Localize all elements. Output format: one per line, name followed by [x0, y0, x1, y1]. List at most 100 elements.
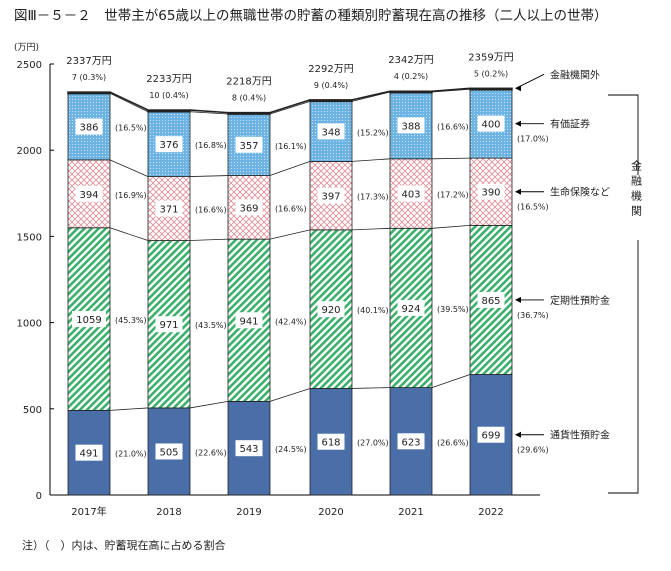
value-label: 400: [481, 120, 500, 131]
connector-line: [189, 111, 229, 115]
connector-line: [351, 90, 391, 101]
connector-line: [109, 91, 149, 111]
connector-line: [189, 400, 229, 409]
percent-label: (36.7%): [517, 311, 549, 320]
bar-segment: [469, 88, 513, 159]
connector-line: [189, 109, 229, 114]
value-label: 394: [79, 190, 98, 201]
value-label: 403: [401, 190, 420, 201]
bracket-label: 金融機関: [630, 159, 643, 220]
value-label-box: [397, 433, 425, 450]
value-label-box: [317, 123, 345, 140]
x-tick-label: 2018: [156, 507, 181, 518]
value-label: 376: [159, 140, 178, 151]
value-label-box: [155, 443, 183, 460]
y-tick-label: 2000: [17, 146, 42, 157]
value-label: 505: [159, 447, 178, 458]
value-label: 1059: [76, 315, 101, 326]
value-label-box: [317, 433, 345, 450]
percent-label: (27.0%): [357, 439, 389, 448]
percent-label: (40.1%): [357, 306, 389, 315]
connector-line: [269, 101, 311, 115]
value-label: 941: [239, 316, 258, 327]
percent-label: (16.9%): [115, 191, 147, 200]
value-label: 348: [321, 127, 340, 138]
connector-line: [351, 91, 391, 102]
x-tick-label: 2019: [236, 507, 261, 518]
arrowhead-icon: [515, 296, 521, 303]
percent-label: (42.4%): [275, 317, 307, 326]
value-label: 924: [401, 304, 420, 315]
value-label: 543: [239, 444, 258, 455]
y-tick-label: 500: [23, 405, 42, 416]
percent-label: (16.5%): [115, 124, 147, 133]
value-label: 699: [481, 431, 500, 442]
percent-label: (17.0%): [517, 135, 549, 144]
value-label-box: [477, 291, 505, 308]
x-tick-label: 2022: [478, 507, 503, 518]
percent-label: (24.5%): [275, 445, 307, 454]
percent-label: (17.2%): [437, 191, 469, 200]
value-label-box: [397, 185, 425, 202]
x-tick-label: 2020: [318, 507, 343, 518]
value-label: 623: [401, 437, 420, 448]
connector-line: [189, 175, 229, 177]
y-axis-unit: (万円): [14, 42, 39, 53]
value-label: 491: [79, 449, 98, 460]
total-label: 2292万円: [308, 64, 353, 75]
value-label-box: [75, 118, 103, 135]
percent-label: (16.1%): [275, 142, 307, 151]
footnote: 注）（ ）内は、貯蓄現在高に占める割合: [22, 538, 226, 552]
value-label: 865: [481, 296, 500, 307]
percent-label: (22.6%): [195, 448, 227, 457]
percent-label: (26.6%): [437, 438, 469, 447]
y-tick-label: 1500: [17, 232, 42, 243]
y-tick-label: 0: [36, 491, 42, 502]
legend-label: 有価証券: [550, 118, 590, 131]
total-label: 2233万円: [146, 74, 191, 85]
value-label-box: [235, 199, 263, 216]
value-label: 920: [321, 305, 340, 316]
value-label-box: [155, 136, 183, 153]
total-label: 2337万円: [66, 56, 111, 67]
value-label-box: [235, 136, 263, 153]
bar-segment: [67, 91, 111, 95]
connector-line: [431, 87, 471, 93]
value-label-box: [235, 312, 263, 329]
value-label: 371: [159, 205, 178, 216]
legend-label: 生命保険など: [550, 186, 610, 199]
percent-label: (16.6%): [437, 122, 469, 131]
bar-segment: [227, 111, 271, 115]
connector-line: [431, 374, 471, 388]
percent-label: (43.5%): [195, 321, 227, 330]
percent-label: (45.3%): [115, 316, 147, 325]
legend-label: 定期性預貯金: [550, 294, 610, 307]
legend-label: 通貨性預貯金: [550, 429, 610, 442]
bar-segment: [147, 109, 191, 113]
total-label: 2218万円: [226, 77, 271, 88]
outside-label: 8 (0.4%): [232, 94, 266, 103]
connector-line: [109, 159, 149, 177]
value-label-box: [235, 440, 263, 457]
value-label: 971: [159, 320, 178, 331]
outside-label: 9 (0.4%): [314, 81, 348, 90]
x-tick-label: 2021: [398, 507, 423, 518]
value-label-box: [477, 426, 505, 443]
connector-line: [109, 407, 149, 411]
value-label-box: [75, 185, 103, 202]
percent-label: (29.6%): [517, 446, 549, 455]
arrowhead-icon: [515, 85, 521, 92]
connector-line: [269, 229, 311, 240]
outside-label: 10 (0.4%): [149, 91, 188, 100]
connector-line: [431, 157, 471, 160]
value-label-box: [397, 117, 425, 134]
arrowhead-icon: [515, 431, 521, 438]
bar-segment: [469, 87, 513, 91]
value-label: 388: [401, 121, 420, 132]
bar-segment: [389, 90, 433, 94]
connector-line: [269, 161, 311, 176]
value-label: 386: [79, 123, 98, 134]
percent-label: (17.3%): [357, 193, 389, 202]
percent-label: (39.5%): [437, 305, 469, 314]
